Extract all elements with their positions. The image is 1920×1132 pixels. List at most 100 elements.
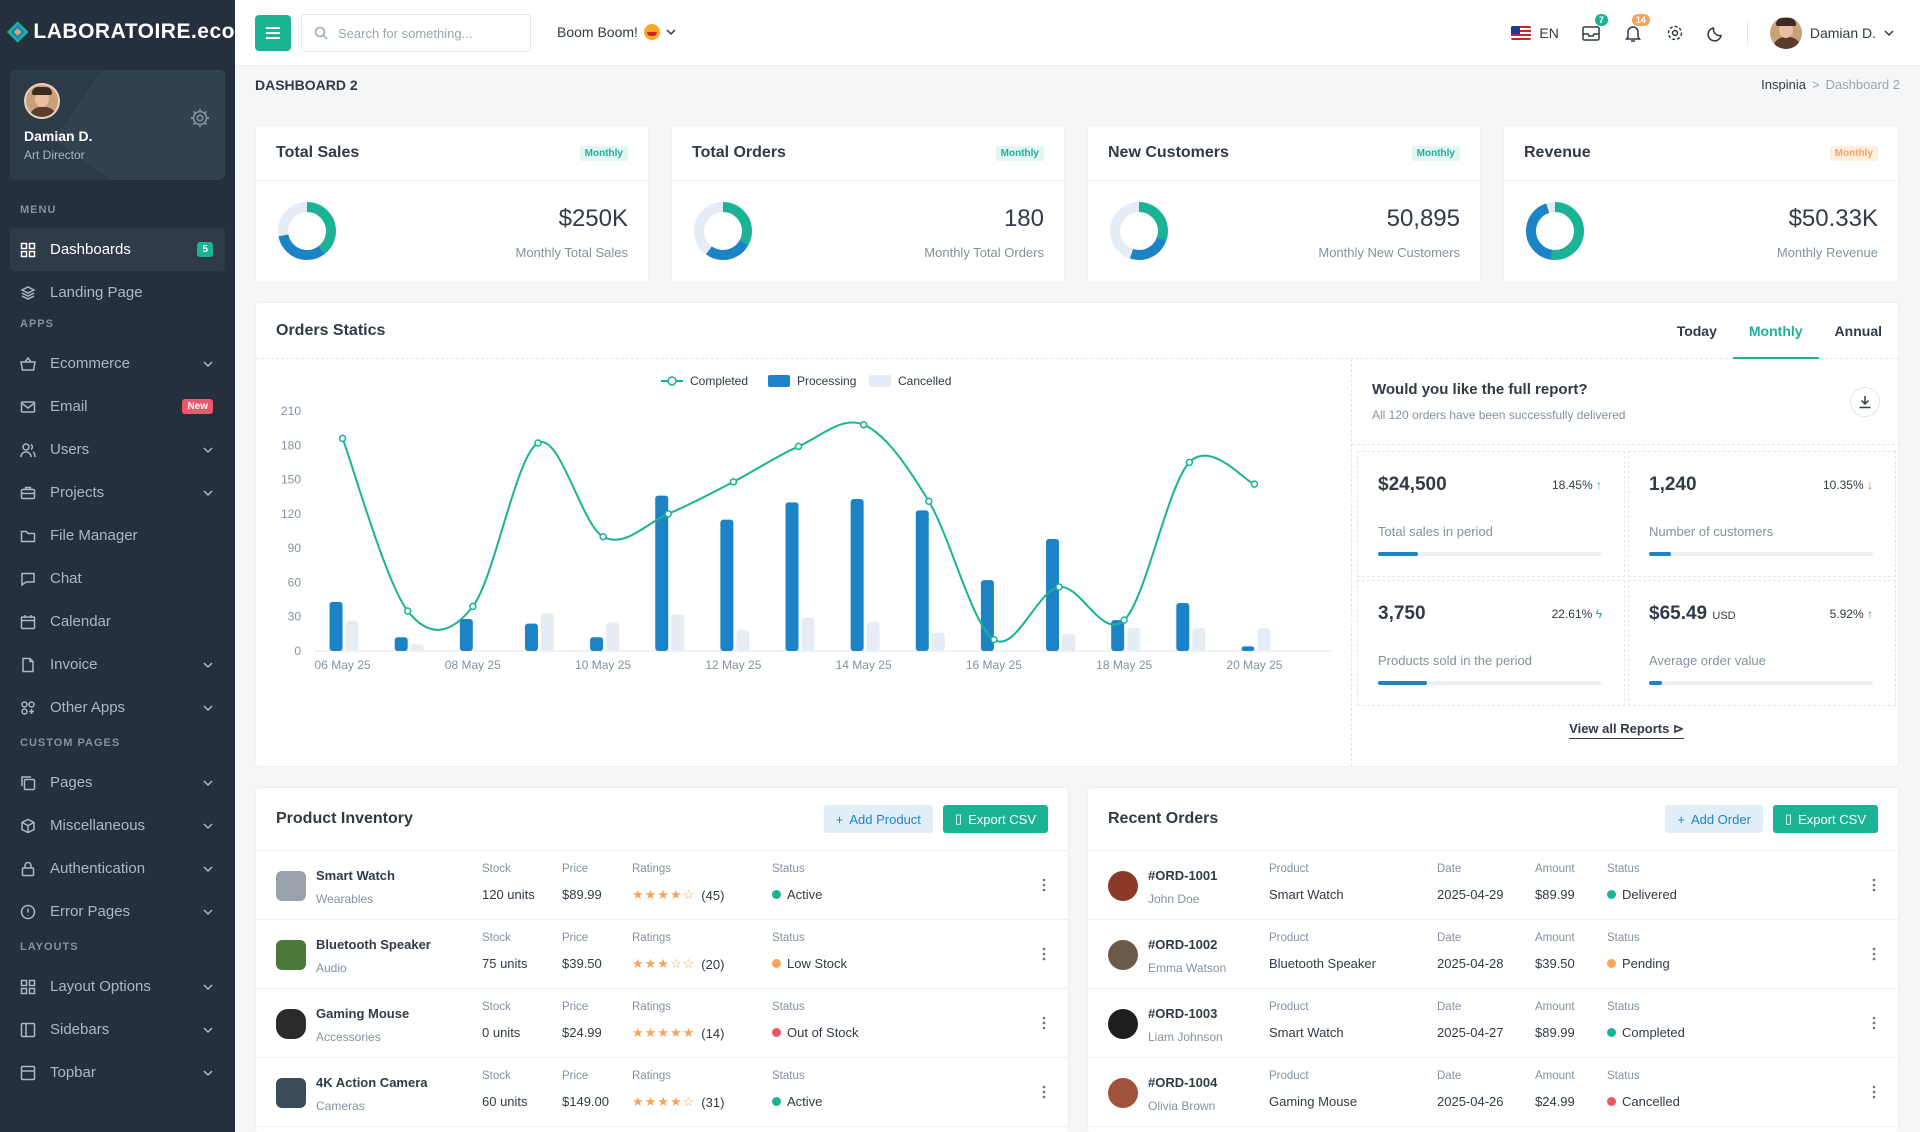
sidebar-item-authentication[interactable]: Authentication xyxy=(0,847,235,890)
chevron-down-icon xyxy=(203,489,213,496)
date-value: 2025-04-28 xyxy=(1437,956,1504,971)
notifications-button[interactable]: 14 xyxy=(1623,14,1650,43)
sidebar-item-chat[interactable]: Chat xyxy=(0,557,235,600)
sidebar-item-invoice[interactable]: Invoice xyxy=(0,643,235,686)
sidebar-item-projects[interactable]: Projects xyxy=(0,471,235,514)
table-row[interactable]: #ORD-1003 Liam Johnson Product Smart Wat… xyxy=(1088,989,1898,1058)
tab-monthly[interactable]: Monthly xyxy=(1732,303,1819,359)
inbox-icon xyxy=(1582,26,1600,41)
topbar-layout-icon xyxy=(20,1065,36,1081)
sidebar-item-ecommerce[interactable]: Ecommerce xyxy=(0,342,235,385)
sidebar-item-label: File Manager xyxy=(50,527,138,544)
gear-icon xyxy=(1667,25,1683,41)
export-csv-button[interactable]: ▯ Export CSV xyxy=(942,805,1048,833)
language-selector[interactable]: EN xyxy=(1511,25,1559,41)
bolt-icon: ϟ xyxy=(1595,607,1602,621)
tab-annual[interactable]: Annual xyxy=(1834,323,1882,339)
table-row[interactable]: Smart Watch Wearables Stock 120 units Pr… xyxy=(256,851,1068,920)
point-completed xyxy=(990,635,998,644)
brand[interactable]: LABORATOIRE.eco xyxy=(0,0,235,64)
sidebar-item-label: Projects xyxy=(50,484,105,501)
kpi-unit: USD xyxy=(1712,610,1736,622)
bar-cancelled xyxy=(866,622,880,651)
brand-logo-icon xyxy=(6,21,29,43)
add-order-button[interactable]: + Add Order xyxy=(1665,805,1763,833)
order-id[interactable]: #ORD-1004 xyxy=(1148,1075,1218,1090)
view-all-reports-link[interactable]: View all Reports ⊳ xyxy=(1352,721,1901,739)
order-id[interactable]: #ORD-1001 xyxy=(1148,868,1218,883)
more-vertical-icon[interactable] xyxy=(1872,878,1876,892)
tab-today[interactable]: Today xyxy=(1676,323,1717,339)
avatar[interactable] xyxy=(24,83,60,119)
stock-header: Stock xyxy=(482,932,511,944)
sidebar-item-email[interactable]: Email New xyxy=(0,385,235,428)
point-completed xyxy=(859,420,868,429)
point-completed xyxy=(338,434,347,443)
briefcase-icon xyxy=(20,485,36,501)
donut-segment-primary xyxy=(694,202,752,260)
table-row[interactable]: Bluetooth Speaker Audio Stock 75 units P… xyxy=(256,920,1068,989)
more-vertical-icon[interactable] xyxy=(1042,1085,1046,1099)
sidebar-item-file-manager[interactable]: File Manager xyxy=(0,514,235,557)
more-vertical-icon[interactable] xyxy=(1872,1085,1876,1099)
sidebar-item-other-apps[interactable]: Other Apps xyxy=(0,686,235,729)
sidebar-item-dashboards[interactable]: Dashboards 5 xyxy=(10,228,225,271)
menu-toggle-button[interactable] xyxy=(255,15,291,51)
avatar xyxy=(1769,17,1802,49)
settings-button[interactable] xyxy=(1665,23,1685,43)
sidebar-item-users[interactable]: Users xyxy=(0,428,235,471)
table-row[interactable]: #ORD-1001 John Doe Product Smart Watch D… xyxy=(1088,851,1898,920)
more-vertical-icon[interactable] xyxy=(1872,947,1876,961)
status-badge: Out of Stock xyxy=(772,1025,859,1040)
donut-segment-primary xyxy=(1526,202,1584,260)
search-input[interactable] xyxy=(338,25,518,41)
status-header: Status xyxy=(772,1001,805,1013)
add-product-button[interactable]: + Add Product xyxy=(823,805,933,833)
custom-pages-section-title: CUSTOM PAGES xyxy=(20,737,121,749)
order-id[interactable]: #ORD-1003 xyxy=(1148,1006,1218,1021)
customer-name: John Doe xyxy=(1148,892,1200,906)
search-box[interactable] xyxy=(301,14,531,52)
user-menu[interactable]: Damian D. xyxy=(1769,17,1894,49)
kpi-percent: 18.45% ↑ xyxy=(1551,478,1602,492)
sidebar-item-error-pages[interactable]: Error Pages xyxy=(0,890,235,933)
sidebar-item-landing-page[interactable]: Landing Page xyxy=(0,271,235,314)
y-tick-label: 90 xyxy=(288,541,302,555)
more-vertical-icon[interactable] xyxy=(1042,878,1046,892)
sidebar-item-miscellaneous[interactable]: Miscellaneous xyxy=(0,804,235,847)
sidebar-item-layout-options[interactable]: Layout Options xyxy=(0,965,235,1008)
messages-count-badge: 7 xyxy=(1594,14,1608,26)
table-row[interactable]: #ORD-1002 Emma Watson Product Bluetooth … xyxy=(1088,920,1898,989)
period-badge: Monthly xyxy=(1829,145,1878,161)
download-button[interactable] xyxy=(1850,387,1880,417)
kpi-total-sales: $24,500 18.45% ↑ Total sales in period xyxy=(1357,451,1625,577)
breadcrumb-root[interactable]: Inspinia xyxy=(1761,77,1806,92)
point-completed xyxy=(534,439,542,447)
sidebar-item-pages[interactable]: Pages xyxy=(0,761,235,804)
export-csv-button[interactable]: ▯ Export CSV xyxy=(1772,805,1878,833)
stat-card-total-orders: Total Orders Monthly 180 Monthly Total Or… xyxy=(671,125,1065,283)
more-vertical-icon[interactable] xyxy=(1042,947,1046,961)
theme-toggle-button[interactable] xyxy=(1707,24,1725,42)
date-header: Date xyxy=(1437,1001,1462,1013)
table-row[interactable]: #ORD-1004 Olivia Brown Product Gaming Mo… xyxy=(1088,1058,1898,1127)
stock-header: Stock xyxy=(482,1070,511,1082)
order-id[interactable]: #ORD-1002 xyxy=(1148,937,1218,952)
sidebar-item-calendar[interactable]: Calendar xyxy=(0,600,235,643)
more-vertical-icon[interactable] xyxy=(1872,1016,1876,1030)
date-value: 2025-04-26 xyxy=(1437,1094,1504,1109)
table-row[interactable]: 4K Action Camera Cameras Stock 60 units … xyxy=(256,1058,1068,1127)
stat-title: Total Sales xyxy=(276,144,360,161)
more-vertical-icon[interactable] xyxy=(1042,1016,1046,1030)
sidebar-item-sidebars[interactable]: Sidebars xyxy=(0,1008,235,1051)
y-tick-label: 180 xyxy=(281,438,301,452)
sidebar-item-topbar[interactable]: Topbar xyxy=(0,1051,235,1094)
table-row[interactable]: Gaming Mouse Accessories Stock 0 units P… xyxy=(256,989,1068,1058)
status-badge: Active xyxy=(772,1094,822,1109)
boom-dropdown[interactable]: Boom Boom! xyxy=(557,24,676,40)
point-completed xyxy=(599,532,607,541)
messages-button[interactable]: 7 xyxy=(1581,14,1608,43)
status-header: Status xyxy=(772,863,805,875)
gear-icon[interactable] xyxy=(189,107,211,129)
kpi-value: $24,500 xyxy=(1378,474,1447,495)
